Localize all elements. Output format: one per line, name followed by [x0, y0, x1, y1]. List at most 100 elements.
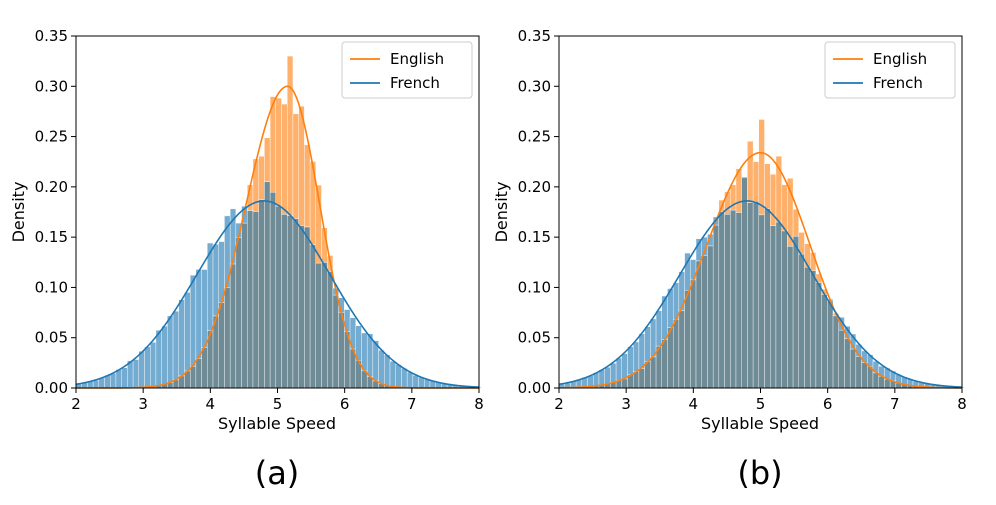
y-tick-label: 0.30 — [35, 77, 68, 95]
histogram-bar-english — [287, 55, 294, 216]
histogram-bar-french — [389, 361, 396, 387]
histogram-bar-french — [167, 315, 174, 383]
histogram-bar-overlap — [690, 279, 697, 389]
histogram-bar-overlap — [650, 356, 657, 389]
histogram-bar-overlap — [287, 215, 294, 389]
histogram-bar-overlap — [298, 225, 305, 389]
histogram-bar-french — [161, 325, 168, 385]
histogram-bar-french — [638, 333, 645, 369]
histogram-bar-french — [655, 310, 662, 347]
histogram-bar-overlap — [718, 211, 725, 389]
x-tick-label: 3 — [138, 395, 148, 413]
histogram-bar-overlap — [252, 211, 259, 389]
histogram-bar-french — [150, 342, 157, 387]
histogram-bar-overlap — [798, 254, 805, 389]
histogram-bar-overlap — [332, 294, 339, 389]
histogram-bar-overlap — [855, 356, 862, 389]
y-tick-label: 0.30 — [518, 77, 551, 95]
y-tick-label: 0.15 — [35, 228, 68, 246]
histogram-bar-french — [115, 369, 122, 389]
histogram-bar-overlap — [758, 214, 765, 389]
histogram-bar-french — [395, 364, 402, 388]
histogram-bar-french — [121, 367, 128, 389]
x-axis-label: Syllable Speed — [218, 414, 336, 433]
histogram-bar-overlap — [764, 208, 771, 389]
histogram-bar-english — [758, 119, 765, 216]
histogram-bar-overlap — [315, 262, 322, 389]
histogram-bar-overlap — [195, 358, 202, 389]
histogram-bar-english — [752, 161, 760, 202]
histogram-bar-french — [132, 359, 140, 388]
histogram-bar-overlap — [712, 224, 720, 389]
kde-curve-french — [75, 200, 480, 388]
histogram-bar-overlap — [792, 236, 799, 389]
histogram-bar-french — [155, 330, 162, 386]
histogram-bar-overlap — [775, 221, 782, 389]
x-tick-label: 2 — [554, 395, 564, 413]
histogram-bar-overlap — [258, 199, 265, 389]
histogram-bar-french — [355, 325, 362, 361]
histogram-bar-english — [258, 155, 265, 200]
histogram-bar-overlap — [707, 245, 714, 389]
histogram-bar-english — [264, 137, 271, 183]
histogram-bar-french — [384, 354, 391, 386]
x-tick-label: 5 — [273, 395, 283, 413]
histogram-bar-french — [627, 346, 634, 375]
x-tick-label: 7 — [890, 395, 900, 413]
legend-box — [824, 41, 956, 99]
histogram-bar-french — [633, 341, 640, 372]
y-tick-label: 0.35 — [518, 27, 551, 45]
legend-label-french: French — [390, 74, 440, 92]
kde-curve-english — [558, 151, 963, 389]
x-axis-label: Syllable Speed — [701, 414, 819, 433]
histogram-bar-overlap — [275, 206, 282, 389]
histogram-bar-overlap — [752, 201, 760, 389]
x-tick-label: 6 — [340, 395, 350, 413]
histogram-bar-overlap — [241, 222, 248, 389]
histogram-bar-overlap — [861, 362, 868, 389]
y-tick-label: 0.15 — [518, 228, 551, 246]
histogram-bar-overlap — [832, 315, 839, 389]
histogram-bar-french — [172, 310, 179, 381]
histogram-bar-french — [361, 332, 368, 372]
histogram-bar-overlap — [644, 361, 651, 389]
x-tick-label: 4 — [689, 395, 699, 413]
histogram-bar-french — [195, 269, 202, 359]
histogram-bar-overlap — [281, 214, 288, 389]
histogram-bar-overlap — [247, 210, 254, 389]
legend-label-english: English — [390, 50, 444, 68]
histogram-bar-overlap — [821, 294, 828, 389]
histogram-bar-overlap — [235, 237, 242, 389]
panel-caption: (a) — [255, 454, 300, 492]
kde-curve-french — [558, 200, 963, 388]
y-axis-label: Density — [9, 182, 28, 243]
histogram-bar-french — [201, 269, 208, 348]
histogram-bar-overlap — [327, 271, 334, 389]
histogram-bar-french — [615, 357, 623, 381]
histogram-bar-french — [212, 243, 219, 317]
histogram-bar-overlap — [189, 366, 197, 389]
histogram-bar-overlap — [309, 244, 316, 389]
histogram-bar-french — [598, 369, 605, 386]
histogram-bar-english — [281, 103, 288, 215]
histogram-bar-english — [747, 141, 754, 203]
histogram-bar-english — [275, 97, 282, 207]
legend: English French — [824, 41, 956, 99]
panel-caption: (b) — [737, 454, 782, 492]
histogram-bar-overlap — [844, 338, 851, 389]
histogram-bar-overlap — [321, 262, 328, 389]
histogram-bar-overlap — [264, 181, 271, 389]
histogram-bar-french — [189, 275, 197, 367]
histogram-bar-overlap — [667, 327, 674, 389]
y-tick-label: 0.25 — [35, 128, 68, 146]
histogram-bar-overlap — [304, 226, 311, 389]
y-tick-label: 0.05 — [35, 329, 68, 347]
histogram-bar-overlap — [815, 282, 822, 389]
x-tick-label: 8 — [957, 395, 967, 413]
y-tick-label: 0.10 — [518, 278, 551, 296]
histogram-bar-overlap — [747, 202, 754, 389]
histogram-bar-overlap — [787, 246, 794, 389]
histogram-bar-overlap — [838, 329, 845, 389]
legend: English French — [341, 41, 473, 99]
